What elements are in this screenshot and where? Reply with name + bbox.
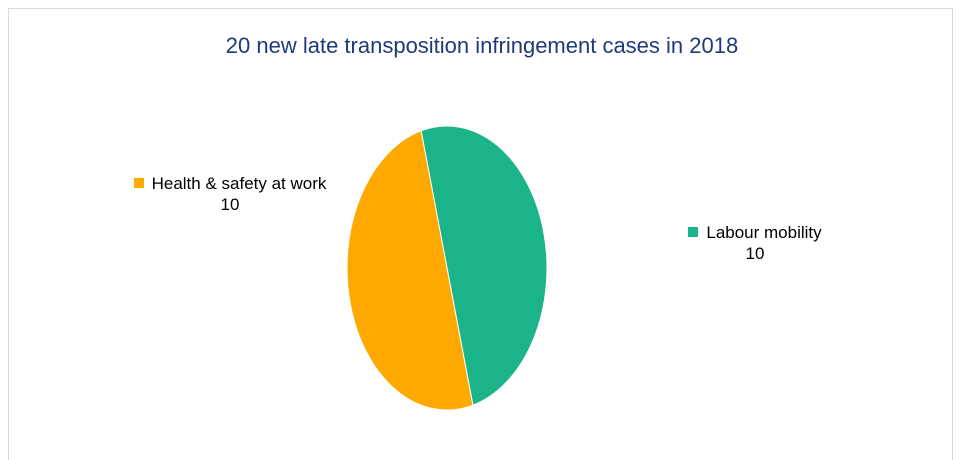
legend-swatch — [688, 227, 699, 237]
slice-label: Labour mobility 10 — [650, 222, 860, 264]
value-label: 10 — [745, 244, 765, 263]
value-label: 10 — [220, 195, 240, 214]
category-label: Labour mobility — [706, 223, 822, 242]
chart-title: 20 new late transposition infringement c… — [226, 33, 738, 58]
legend-swatch — [133, 178, 144, 188]
pie-slice — [420, 125, 548, 406]
chart-frame — [8, 8, 953, 460]
slice-label: Health & safety at work 10 — [130, 173, 330, 215]
category-label: Health & safety at work — [151, 174, 327, 193]
pie-slice — [346, 130, 474, 411]
